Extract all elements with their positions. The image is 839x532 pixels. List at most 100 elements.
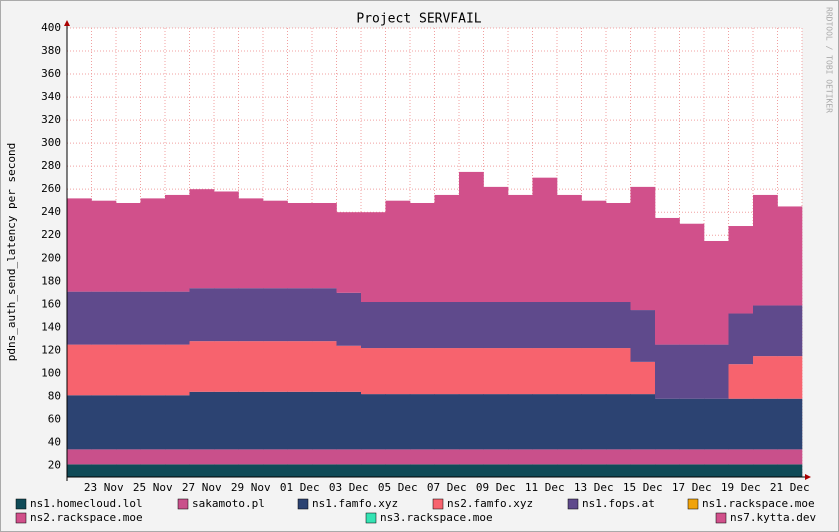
bar-segment xyxy=(606,302,631,349)
bar-segment xyxy=(483,186,509,303)
bar-segment xyxy=(581,302,607,349)
bar-segment xyxy=(91,291,117,345)
bar-segment xyxy=(532,464,558,477)
bar-segment xyxy=(67,449,92,465)
bar-segment xyxy=(287,288,313,342)
bar-segment xyxy=(361,348,386,395)
bar-segment xyxy=(459,171,484,303)
y-tick-label: 120 xyxy=(41,343,61,356)
bar-segment xyxy=(410,302,435,349)
bar-segment xyxy=(189,464,215,477)
bar-segment xyxy=(140,198,166,292)
legend-label: ns1.famfo.xyz xyxy=(312,497,398,510)
bar-segment xyxy=(116,202,141,292)
bar-segment xyxy=(336,391,362,450)
bar-segment xyxy=(655,217,680,345)
x-tick-label: 01 Dec xyxy=(280,481,320,494)
bar-segment xyxy=(704,449,729,465)
y-arrow xyxy=(64,20,70,26)
bar-segment xyxy=(704,464,729,477)
bar-segment xyxy=(410,394,435,450)
bar-segment xyxy=(361,394,386,450)
bar-segment xyxy=(655,464,680,477)
bar-segment xyxy=(165,291,190,345)
bar-segment xyxy=(361,212,386,303)
bar-segment xyxy=(532,449,558,465)
bar-segment xyxy=(753,464,778,477)
y-tick-label: 20 xyxy=(48,458,61,471)
bar-segment xyxy=(385,464,411,477)
bar-segment xyxy=(385,302,411,349)
bar-segment xyxy=(606,464,631,477)
bar-segment xyxy=(679,398,705,450)
bar-segment xyxy=(728,464,754,477)
y-tick-label: 60 xyxy=(48,412,61,425)
bar-segment xyxy=(777,464,803,477)
bar-segment xyxy=(140,464,166,477)
y-tick-label: 160 xyxy=(41,297,61,310)
bar-segment xyxy=(165,194,190,292)
bar-segment xyxy=(67,464,92,477)
bar-segment xyxy=(140,449,166,465)
x-tick-label: 21 Dec xyxy=(770,481,810,494)
bar-segment xyxy=(459,348,484,395)
bar-segment xyxy=(581,464,607,477)
bar-segment xyxy=(189,391,215,450)
bar-segment xyxy=(238,198,264,289)
bar-segment xyxy=(532,177,558,303)
legend-swatch xyxy=(177,498,189,510)
x-tick-label: 23 Nov xyxy=(84,481,124,494)
bar-segment xyxy=(336,464,362,477)
bar-segment xyxy=(410,449,435,465)
bar-segment xyxy=(263,288,288,342)
bar-segment xyxy=(557,394,582,450)
y-tick-label: 180 xyxy=(41,274,61,287)
legend-swatch xyxy=(715,512,727,524)
bar-segment xyxy=(67,395,92,450)
x-tick-label: 07 Dec xyxy=(427,481,467,494)
y-tick-label: 360 xyxy=(41,67,61,80)
bar-segment xyxy=(263,449,288,465)
bar-segment xyxy=(679,449,705,465)
bar-segment xyxy=(532,302,558,349)
bar-segment xyxy=(238,341,264,392)
bar-segment xyxy=(165,344,190,396)
bar-segment xyxy=(67,344,92,396)
bar-segment xyxy=(312,391,337,450)
legend-swatch xyxy=(365,512,377,524)
bar-segment xyxy=(508,464,533,477)
y-tick-label: 40 xyxy=(48,435,61,448)
bar-segment xyxy=(287,391,313,450)
bar-segment xyxy=(753,356,778,399)
legend-swatch xyxy=(15,512,27,524)
x-tick-label: 03 Dec xyxy=(329,481,369,494)
y-tick-label: 100 xyxy=(41,366,61,379)
x-tick-label: 25 Nov xyxy=(133,481,173,494)
bar-segment xyxy=(140,344,166,396)
bar-segment xyxy=(606,449,631,465)
x-tick-label: 27 Nov xyxy=(182,481,222,494)
bar-segment xyxy=(312,449,337,465)
bar-segment xyxy=(679,464,705,477)
bar-segment xyxy=(165,449,190,465)
bar-segment xyxy=(361,449,386,465)
legend-label: ns1.rackspace.moe xyxy=(702,497,815,510)
legend-label: ns2.rackspace.moe xyxy=(30,511,143,524)
x-tick-label: 05 Dec xyxy=(378,481,418,494)
bar-segment xyxy=(91,200,117,292)
bar-segment xyxy=(434,394,460,450)
bar-segment xyxy=(263,200,288,289)
bar-segment xyxy=(91,395,117,450)
y-tick-label: 400 xyxy=(41,21,61,34)
bar-segment xyxy=(312,464,337,477)
bar-segment xyxy=(630,464,656,477)
bar-segment xyxy=(434,464,460,477)
bar-segment xyxy=(581,394,607,450)
y-tick-label: 220 xyxy=(41,228,61,241)
bar-segment xyxy=(238,449,264,465)
legend-swatch xyxy=(15,498,27,510)
legend-swatch xyxy=(297,498,309,510)
bar-segment xyxy=(679,223,705,345)
bar-segment xyxy=(581,449,607,465)
y-tick-label: 200 xyxy=(41,251,61,264)
